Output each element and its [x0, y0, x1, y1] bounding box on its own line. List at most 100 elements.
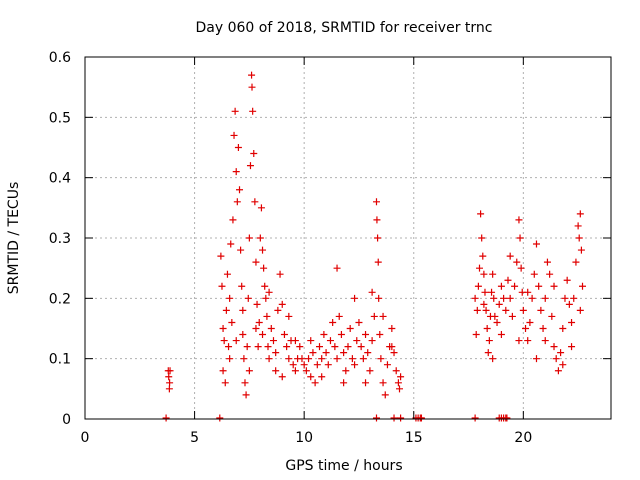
- data-point: [539, 325, 547, 332]
- data-point: [377, 355, 385, 363]
- data-point: [291, 367, 299, 375]
- data-point: [485, 337, 493, 345]
- data-point: [222, 306, 230, 314]
- y-tick-label: 0.3: [49, 231, 71, 247]
- data-point: [166, 367, 174, 375]
- data-point: [248, 83, 256, 91]
- data-point: [528, 294, 536, 302]
- data-point: [491, 312, 499, 320]
- data-point: [574, 222, 582, 230]
- data-point: [471, 414, 479, 422]
- data-point: [252, 325, 260, 332]
- y-tick-label: 0.2: [49, 291, 71, 307]
- data-point: [245, 367, 253, 375]
- data-point: [251, 198, 259, 206]
- data-point: [265, 355, 273, 363]
- data-point: [226, 294, 234, 302]
- x-tick-label: 20: [514, 430, 532, 446]
- y-tick-label: 0: [62, 412, 71, 428]
- data-point: [225, 343, 233, 351]
- data-point: [392, 367, 400, 375]
- data-point: [269, 337, 277, 345]
- data-point: [375, 294, 383, 302]
- data-point: [516, 234, 524, 242]
- data-point: [417, 414, 425, 422]
- data-point: [532, 355, 540, 363]
- data-point: [291, 337, 299, 345]
- data-point: [254, 343, 262, 351]
- data-point: [274, 306, 282, 314]
- data-point: [333, 264, 341, 272]
- data-point: [232, 337, 240, 345]
- data-point: [506, 294, 514, 302]
- data-point: [373, 216, 381, 224]
- data-point: [374, 234, 382, 242]
- data-point: [236, 186, 244, 194]
- data-point: [368, 288, 376, 296]
- data-point: [351, 361, 359, 369]
- data-point: [229, 216, 237, 224]
- data-point: [552, 355, 560, 363]
- data-point: [541, 294, 549, 302]
- data-point: [532, 240, 540, 248]
- data-point: [239, 306, 247, 314]
- data-point: [311, 379, 319, 387]
- data-point: [508, 312, 516, 320]
- data-point: [476, 264, 483, 272]
- data-point: [324, 361, 332, 369]
- data-point: [302, 367, 310, 375]
- data-point: [530, 270, 538, 278]
- data-point: [333, 355, 341, 363]
- data-point: [390, 414, 398, 422]
- data-point: [481, 288, 489, 296]
- data-point: [541, 337, 549, 345]
- data-point: [307, 337, 315, 345]
- data-point: [226, 355, 234, 363]
- data-point: [511, 282, 519, 290]
- y-ticks: 0 0.1 0.2 0.3 0.4 0.5 0.6: [49, 50, 611, 428]
- data-point: [162, 414, 170, 422]
- data-point: [233, 198, 241, 206]
- data-point: [515, 337, 523, 345]
- data-point: [232, 168, 240, 176]
- data-point: [397, 373, 405, 381]
- data-point: [296, 343, 304, 351]
- data-point: [390, 349, 398, 357]
- data-point: [278, 373, 286, 381]
- data-point: [289, 361, 297, 369]
- data-point: [244, 294, 252, 302]
- data-point: [359, 355, 367, 363]
- data-point: [309, 349, 317, 357]
- data-point: [388, 325, 396, 332]
- data-point: [253, 300, 261, 308]
- data-point: [565, 300, 573, 308]
- data-point: [489, 270, 497, 278]
- data-point: [366, 367, 374, 375]
- data-point: [351, 294, 359, 302]
- data-point: [479, 252, 487, 260]
- data-point: [550, 282, 558, 290]
- data-point: [259, 246, 267, 254]
- data-points: [162, 71, 587, 422]
- data-point: [374, 258, 382, 266]
- data-point: [379, 312, 387, 320]
- data-point: [348, 355, 356, 363]
- data-point: [285, 355, 293, 363]
- data-point: [243, 343, 251, 351]
- data-point: [264, 343, 272, 351]
- data-point: [219, 367, 227, 375]
- data-point: [388, 343, 396, 351]
- data-point: [337, 331, 345, 339]
- data-point: [526, 318, 534, 326]
- data-point: [305, 355, 313, 363]
- data-point: [490, 294, 498, 302]
- data-point: [342, 367, 350, 375]
- data-point: [242, 391, 250, 399]
- data-point: [223, 270, 231, 278]
- grid-lines: [85, 57, 611, 419]
- data-point: [368, 337, 376, 345]
- data-point: [535, 282, 543, 290]
- data-point: [238, 282, 246, 290]
- data-point: [483, 325, 491, 332]
- data-point: [537, 306, 545, 314]
